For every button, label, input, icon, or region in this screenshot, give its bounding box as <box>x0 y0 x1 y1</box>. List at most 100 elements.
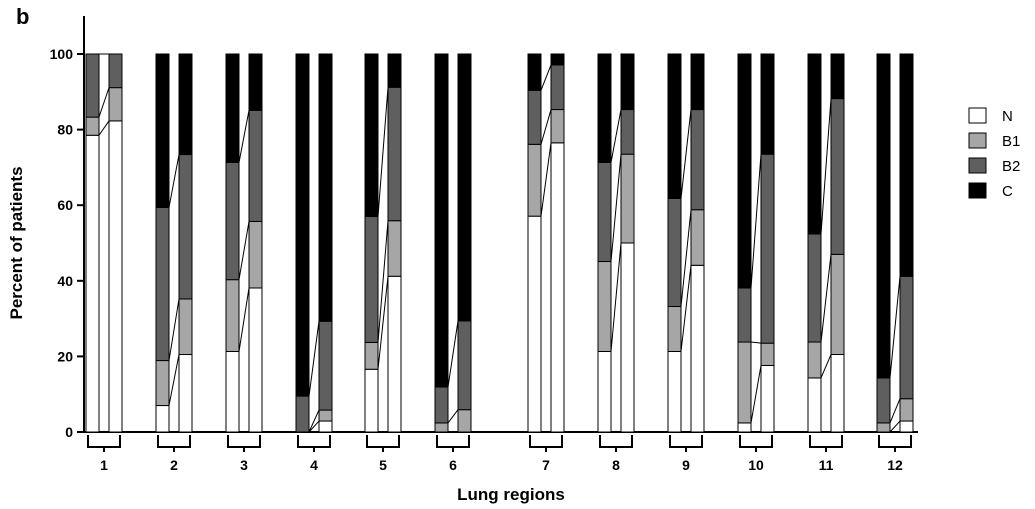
bar-segment-b1-region-1 <box>108 87 123 122</box>
y-tick-label: 100 <box>50 46 74 62</box>
bar-segment-c-region-5 <box>364 53 379 218</box>
x-tick-label: 5 <box>379 457 387 473</box>
connector-line <box>540 64 552 91</box>
bar-segment-b2-region-5 <box>387 86 402 222</box>
y-tick-label: 0 <box>65 424 73 440</box>
bar-segment-c-region-4 <box>295 53 310 397</box>
connector-line <box>377 87 389 217</box>
group-bracket <box>529 435 563 448</box>
connector-line <box>308 409 320 433</box>
connector-line <box>680 265 692 352</box>
x-tick-label: 8 <box>612 457 620 473</box>
group-bracket <box>809 435 843 448</box>
legend-label-n: N <box>1002 108 1013 125</box>
legend-label-b2: B2 <box>1002 158 1020 175</box>
bar-segment-c-region-8 <box>620 53 635 111</box>
connector-line <box>610 154 622 262</box>
bar-segment-n-region-2 <box>155 405 170 433</box>
bar-segment-b1-region-12 <box>899 398 914 422</box>
bar-segment-b1-region-1 <box>85 116 100 136</box>
bar-segment-c-region-2 <box>178 53 193 156</box>
bar-segment-b2-region-8 <box>597 161 612 263</box>
bar-segment-c-region-11 <box>807 53 822 235</box>
bar-segment-n-region-11 <box>830 354 845 433</box>
connector-line <box>889 420 901 433</box>
bar-segment-c-region-7 <box>550 53 565 66</box>
x-axis-title: Lung regions <box>457 485 565 504</box>
connector-line <box>308 321 320 397</box>
connector-line <box>98 120 110 136</box>
connector-line <box>447 409 459 424</box>
connector-line <box>610 109 622 163</box>
bar-segment-b2-region-6 <box>434 386 449 424</box>
bar-segment-b2-region-11 <box>830 98 845 255</box>
connector-line <box>820 254 832 343</box>
bar-segment-b2-region-4 <box>318 320 333 411</box>
bar-segment-c-region-5 <box>387 53 402 88</box>
group-bracket <box>366 435 400 448</box>
bar-segment-c-region-6 <box>457 53 472 322</box>
bar-segment-b2-region-7 <box>527 89 542 145</box>
x-tick-label: 3 <box>240 457 248 473</box>
bar-segment-b2-region-4 <box>295 395 310 433</box>
bar-segment-b1-region-10 <box>737 341 752 424</box>
legend-swatch-b1 <box>968 132 987 149</box>
bar-segment-c-region-10 <box>760 53 775 155</box>
bar-segment-b2-region-6 <box>457 320 472 411</box>
connector-line <box>308 420 320 433</box>
y-tick-label: 20 <box>57 348 73 364</box>
legend: N B1 B2 C <box>968 107 1020 200</box>
bar-segment-b1-region-9 <box>690 209 705 266</box>
connector-line <box>238 110 250 163</box>
bar-segment-b2-region-11 <box>807 233 822 343</box>
connector-line <box>98 87 110 118</box>
x-tick-label: 7 <box>542 457 550 473</box>
group-bracket <box>878 435 912 448</box>
x-tick-label: 12 <box>887 457 903 473</box>
bar-segment-n-region-2 <box>178 354 193 433</box>
bar-segment-b2-region-12 <box>876 377 891 424</box>
bar-segment-b2-region-8 <box>620 109 635 155</box>
legend-swatch-n <box>968 107 987 124</box>
bar-segment-b1-region-2 <box>155 360 170 407</box>
group-bracket <box>297 435 331 448</box>
group-bracket <box>87 435 121 448</box>
connector-line <box>540 109 552 145</box>
bar-segment-b2-region-2 <box>155 206 170 362</box>
bar-segment-b1-region-8 <box>620 153 635 244</box>
bar-segment-c-region-4 <box>318 53 333 322</box>
connector-line <box>750 341 762 344</box>
connector-line <box>238 221 250 280</box>
bar-segment-c-region-12 <box>899 53 914 277</box>
bar-segment-b2-region-10 <box>737 287 752 343</box>
connector-line <box>750 365 762 424</box>
x-tick-label: 9 <box>682 457 690 473</box>
bar-segment-n-region-5 <box>387 275 402 433</box>
connector-line <box>168 298 180 361</box>
connector-line <box>680 209 692 307</box>
legend-swatch-b2 <box>968 157 987 174</box>
bar-segment-b1-region-6 <box>457 409 472 433</box>
connector-line <box>377 276 389 370</box>
group-bracket <box>669 435 703 448</box>
bar-segment-b1-region-6 <box>434 422 449 433</box>
bar-segment-n-region-11 <box>807 377 822 433</box>
bar-segment-n-region-1 <box>85 134 100 433</box>
connector-line <box>168 354 180 406</box>
connector-line <box>820 98 832 234</box>
x-tick-label: 6 <box>449 457 457 473</box>
connector-line <box>377 220 389 343</box>
bar-segment-b2-region-5 <box>364 216 379 343</box>
bar-segment-b1-region-8 <box>597 261 612 352</box>
x-tick-label: 10 <box>748 457 764 473</box>
bar-segment-b1-region-5 <box>364 341 379 370</box>
legend-swatch-c <box>968 182 987 199</box>
bar-segment-n-region-8 <box>620 242 635 433</box>
bar-segment-n-region-3 <box>225 350 240 433</box>
x-tick-label: 1 <box>100 457 108 473</box>
bar-segment-n-region-7 <box>527 215 542 433</box>
bar-segment-b1-region-3 <box>248 220 263 289</box>
bar-segment-b1-region-3 <box>225 279 240 352</box>
bar-segment-b2-region-1 <box>85 53 100 118</box>
